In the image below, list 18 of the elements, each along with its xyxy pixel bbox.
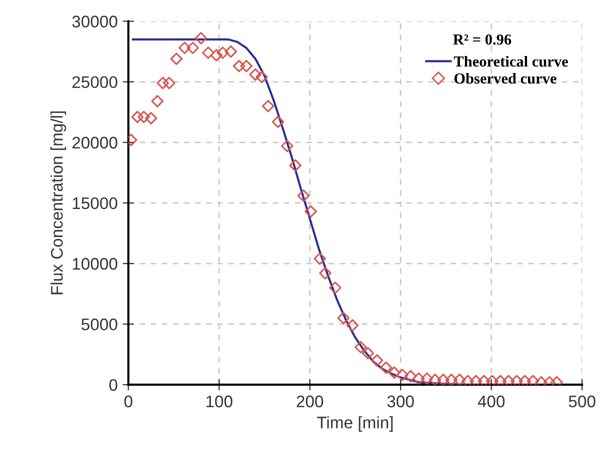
y-tick-label: 20000 [72, 136, 118, 149]
annotation: R² = 0.96 [453, 34, 512, 45]
y-tick-label: 0 [109, 379, 118, 391]
x-tick-label: 500 [568, 396, 596, 408]
x-axis-title: Time [min] [317, 416, 393, 432]
y-tick-label: 25000 [72, 76, 118, 88]
y-tick-label: 5000 [82, 318, 118, 330]
y-axis-title: Flux Concentration [mg/l] [50, 112, 66, 294]
x-tick-label: 300 [387, 396, 414, 408]
y-tick-label: 10000 [72, 258, 118, 270]
legend-label: Theoretical curve [454, 56, 568, 67]
x-tick-label: 100 [206, 396, 232, 408]
y-tick-label: 30000 [72, 16, 118, 28]
legend-label: Observed curve [454, 72, 556, 84]
x-tick-label: 200 [296, 396, 324, 408]
y-tick-label: 15000 [72, 197, 118, 210]
x-tick-label: 0 [124, 396, 132, 408]
x-tick-label: 400 [478, 396, 505, 408]
